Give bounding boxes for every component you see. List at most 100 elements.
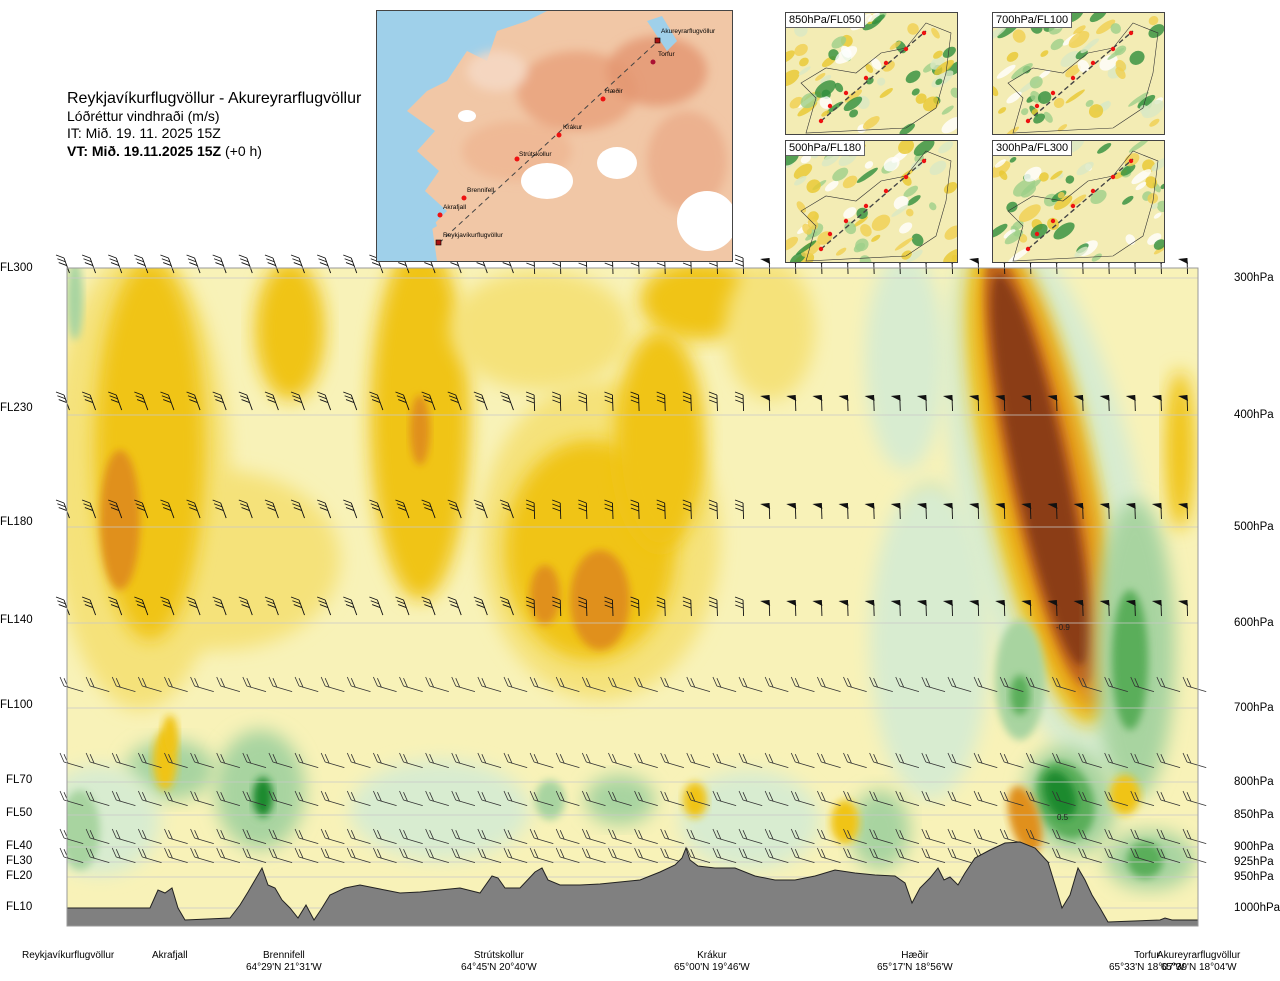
wind-barb [529,676,554,692]
field-contour [253,777,273,817]
wind-barb [843,790,867,806]
wind-barb [1125,502,1136,520]
wind-barb [186,391,201,411]
wind-barb [1021,502,1032,520]
level-map-500: 500hPa/FL180 [785,140,958,263]
wind-barb [581,847,606,863]
wind-barb [242,790,267,806]
wind-barb [712,847,737,863]
fl-label: FL20 [6,870,33,882]
wind-barb [1151,502,1162,520]
wind-barb [525,596,536,617]
field-contour [100,450,140,590]
wind-barb [634,752,658,768]
wind-barb [555,676,580,692]
wind-barb [1073,502,1084,520]
valid-time: VT: Mið. 19.11.2025 15Z (+0 h) [67,143,361,161]
map-contour [901,250,912,260]
fl-label: FL50 [6,807,33,819]
wind-barb [786,599,797,617]
route-point [863,203,869,209]
wind-barb [212,391,227,411]
map-contour [835,46,858,64]
map-contour [941,105,954,115]
map-contour [832,167,849,182]
wind-barb [216,676,241,692]
wind-barb [764,847,789,863]
wind-barb [764,828,789,844]
wind-barb [790,752,815,768]
route-point [1025,246,1031,252]
wind-barb [890,394,901,412]
map-contour [1033,113,1045,124]
wind-barb [608,847,632,863]
map-contour [1115,59,1127,72]
wind-barb [85,790,110,806]
wind-barb [264,499,279,519]
field-contour [683,782,707,818]
map-contour [796,201,807,213]
waypoint-name: Torfur [1134,950,1160,961]
wind-barb [320,752,345,768]
wind-barb [395,596,410,616]
map-contour [1011,63,1033,80]
wind-barb [160,499,175,519]
wind-barb [656,596,666,617]
wind-barb [947,790,972,806]
wind-barb [190,828,214,844]
route-point [921,30,927,36]
wind-barb [343,499,358,519]
map-contour [1085,99,1094,107]
map-contour [1012,29,1026,43]
wind-barb [817,676,841,692]
wind-barb [525,499,536,520]
wind-barb [1025,752,1050,768]
wind-barb [555,790,580,806]
wind-barb [1130,847,1155,863]
wind-barb [921,828,946,844]
wind-barb [817,847,841,863]
wind-barb [421,596,436,616]
map-contour [855,238,869,252]
wind-barb [317,499,332,519]
wind-barb [552,391,562,412]
field-contour [530,565,560,625]
wind-barb [760,599,771,617]
wind-barb [268,828,293,844]
wind-barb [160,254,175,274]
wind-barb [869,790,893,806]
map-contour [1139,104,1150,116]
wind-barb [786,394,797,412]
map-label-akureyri: Akureyrarflugvöllur [661,28,716,35]
wind-barb [682,499,692,520]
wind-barb [630,596,640,617]
map-contour [898,141,915,155]
wind-barb [734,391,745,412]
wind-barb [369,391,384,411]
fl-label: FL100 [0,699,33,711]
waypoint-coord: 64°29'N 21°31'W [246,962,322,973]
wind-barb [1099,599,1110,617]
waypoint-label: Akureyrarflugvöllur 65°39'N 18°04'W [1157,950,1240,974]
wind-barb [738,828,763,844]
map-contour [1074,246,1088,258]
map-contour [944,225,957,240]
wind-barb [425,847,449,863]
level-map-label: 500hPa/FL180 [786,141,866,156]
wind-barb [134,254,149,274]
wind-barb [164,790,188,806]
fl-label: FL140 [0,614,33,626]
wind-barb [921,790,946,806]
wind-barb [1099,394,1110,412]
wind-barb [238,391,253,411]
map-contour [1125,234,1136,245]
wind-barb [529,828,554,844]
map-contour [1040,50,1049,57]
contour-label: -0.9 [1056,623,1070,632]
wind-barb [137,752,162,768]
wind-barb [1178,257,1189,275]
map-contour [1089,13,1107,23]
route-point [1025,118,1031,124]
route-point [883,188,889,194]
